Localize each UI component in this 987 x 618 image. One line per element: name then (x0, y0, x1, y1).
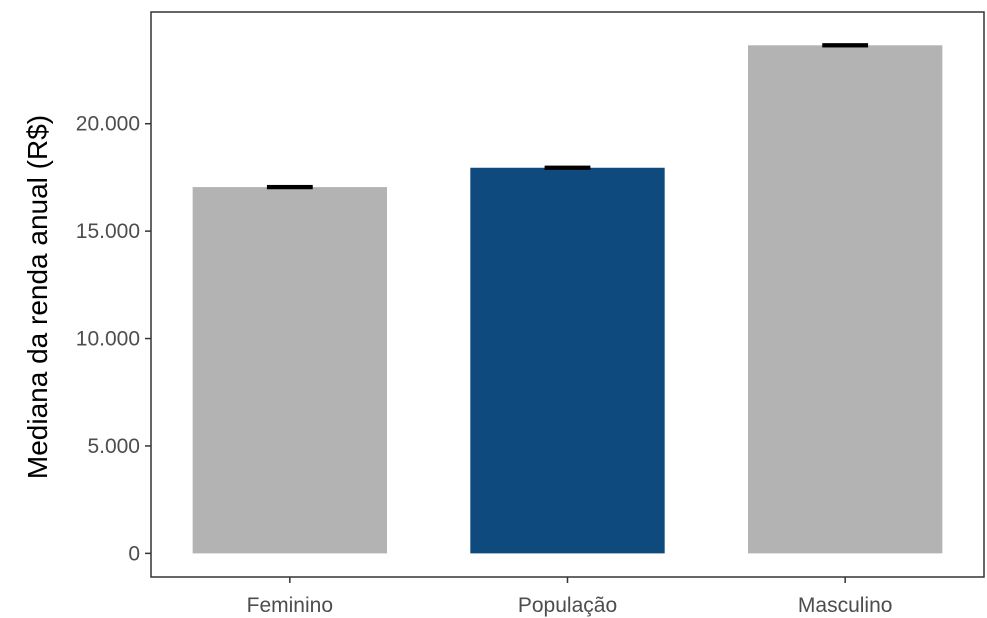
error-bar (544, 165, 591, 170)
error-bar (822, 43, 869, 48)
y-axis-title: Mediana da renda anual (R$) (22, 115, 53, 479)
error-bar (266, 184, 313, 190)
y-tick-label: 15.000 (76, 220, 140, 243)
bar-masculino (747, 45, 943, 554)
bar-feminino (192, 187, 388, 554)
y-tick-label: 20.000 (76, 113, 140, 136)
y-tick-label: 5.000 (87, 435, 140, 458)
y-tick-label: 10.000 (76, 328, 140, 351)
x-tick-label: Feminino (247, 594, 333, 617)
y-tick-label: 0 (128, 542, 140, 565)
bar-populacao (470, 167, 665, 554)
x-tick-label: Masculino (798, 594, 893, 617)
x-tick-label: População (518, 594, 617, 617)
